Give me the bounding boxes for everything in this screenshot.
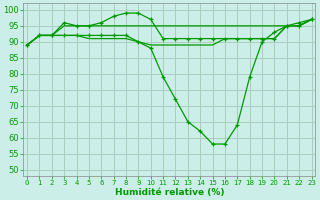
X-axis label: Humidité relative (%): Humidité relative (%)	[115, 188, 224, 197]
